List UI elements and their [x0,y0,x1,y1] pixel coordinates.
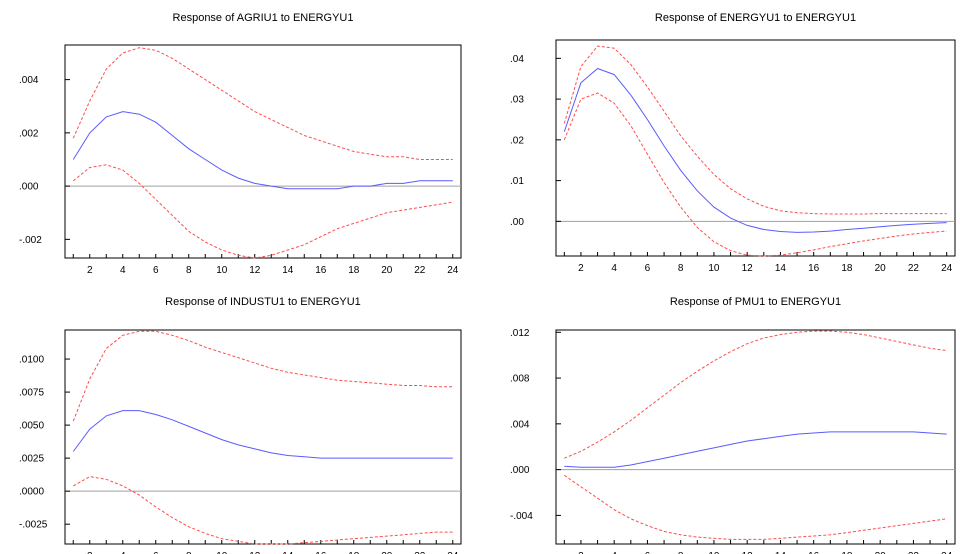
y-tick-label: -.004 [510,511,533,522]
x-tick-label: 24 [941,551,953,554]
plot-frame [64,329,462,545]
y-tick-label: .03 [510,95,524,106]
x-tick-label: 8 [186,551,192,554]
plot-frame [555,329,956,545]
y-tick-label: .00 [510,217,524,228]
y-tick-label: -.0025 [19,520,48,531]
x-tick-label: 6 [645,551,651,554]
x-tick-label: 16 [808,551,820,554]
y-tick-label: -.002 [19,235,42,246]
y-tick-label: .008 [510,374,530,385]
x-tick-label: 22 [414,551,426,554]
x-tick-label: 22 [908,263,920,274]
upper-line [72,47,453,160]
response-line [72,111,453,190]
y-tick-label: .02 [510,135,524,146]
x-tick-label: 20 [381,551,393,554]
x-tick-label: 16 [808,263,820,274]
chart-panel-3: Response of INDUSTU1 to ENERGYU1 -.0025 .0… [19,296,462,554]
x-tick-label: 10 [216,265,228,276]
x-tick-label: 14 [282,551,294,554]
y-tick-label: .012 [510,328,530,339]
plot-frame [555,39,956,257]
chart-title: Response of ENERGYU1 to ENERGYU1 [655,12,856,24]
y-tick-label: .000 [510,465,530,476]
upper-line [563,45,947,215]
x-tick-label: 22 [908,551,920,554]
x-tick-label: 20 [381,265,393,276]
y-tick-label: .0025 [19,454,44,465]
y-tick-label: .004 [510,419,530,430]
x-tick-label: 22 [414,265,426,276]
lower-line [564,474,947,540]
upper-line [564,330,947,459]
chart-panel-4: Response of PMU1 to ENERGYU1 -.004 .000 .00… [510,296,956,554]
x-tick-label: 18 [841,263,853,274]
x-tick-label: 12 [249,551,261,554]
y-tick-label: .002 [19,128,39,139]
x-tick-label: 2 [578,551,584,554]
y-tick-label: .0050 [19,421,44,432]
plot-frame [64,44,462,259]
x-tick-label: 10 [708,263,720,274]
lower-line [563,92,947,257]
x-tick-label: 8 [186,265,192,276]
upper-line [72,330,453,422]
lower-line [73,476,453,545]
y-tick-label: .000 [19,182,39,193]
x-tick-label: 2 [87,551,93,554]
y-tick-label: .0100 [19,355,44,366]
x-tick-label: 8 [678,551,684,554]
x-tick-label: 6 [645,263,651,274]
y-tick-label: .0000 [19,487,44,498]
y-tick-label: .01 [510,176,524,187]
lower-line [72,164,453,259]
x-tick-label: 4 [120,265,126,276]
y-tick-label: .04 [510,54,524,65]
x-tick-label: 4 [611,263,617,274]
x-tick-label: 2 [87,265,93,276]
x-tick-label: 4 [611,551,617,554]
x-tick-label: 14 [775,263,787,274]
x-tick-label: 8 [678,263,684,274]
x-tick-label: 20 [875,263,887,274]
response-line [563,67,947,233]
response-line [72,410,453,459]
x-tick-label: 10 [708,551,720,554]
chart-title: Response of INDUSTU1 to ENERGYU1 [165,296,361,308]
y-tick-label: .0075 [19,388,44,399]
x-tick-label: 16 [315,265,327,276]
x-tick-label: 6 [153,265,159,276]
x-tick-label: 14 [775,551,787,554]
response-line [564,431,947,468]
x-tick-label: 18 [841,551,853,554]
x-tick-label: 18 [348,265,360,276]
chart-title: Response of PMU1 to ENERGYU1 [670,296,841,308]
chart-panel-2: Response of ENERGYU1 to ENERGYU1 .00 .01 .0… [510,12,956,274]
x-tick-label: 12 [249,265,261,276]
chart-panel-1: Response of AGRIU1 to ENERGYU1 -.002 .000.… [19,12,462,276]
x-tick-label: 2 [578,263,584,274]
x-tick-label: 20 [875,551,887,554]
y-tick-label: .004 [19,75,39,86]
x-tick-label: 16 [315,551,327,554]
x-tick-label: 12 [742,551,754,554]
x-tick-label: 6 [153,551,159,554]
x-tick-label: 4 [120,551,126,554]
x-tick-label: 24 [941,263,953,274]
chart-title: Response of AGRIU1 to ENERGYU1 [173,12,354,24]
x-tick-label: 18 [348,551,360,554]
x-tick-label: 24 [447,551,459,554]
x-tick-label: 24 [447,265,459,276]
x-tick-label: 14 [282,265,294,276]
x-tick-label: 10 [216,551,228,554]
x-tick-label: 12 [742,263,754,274]
